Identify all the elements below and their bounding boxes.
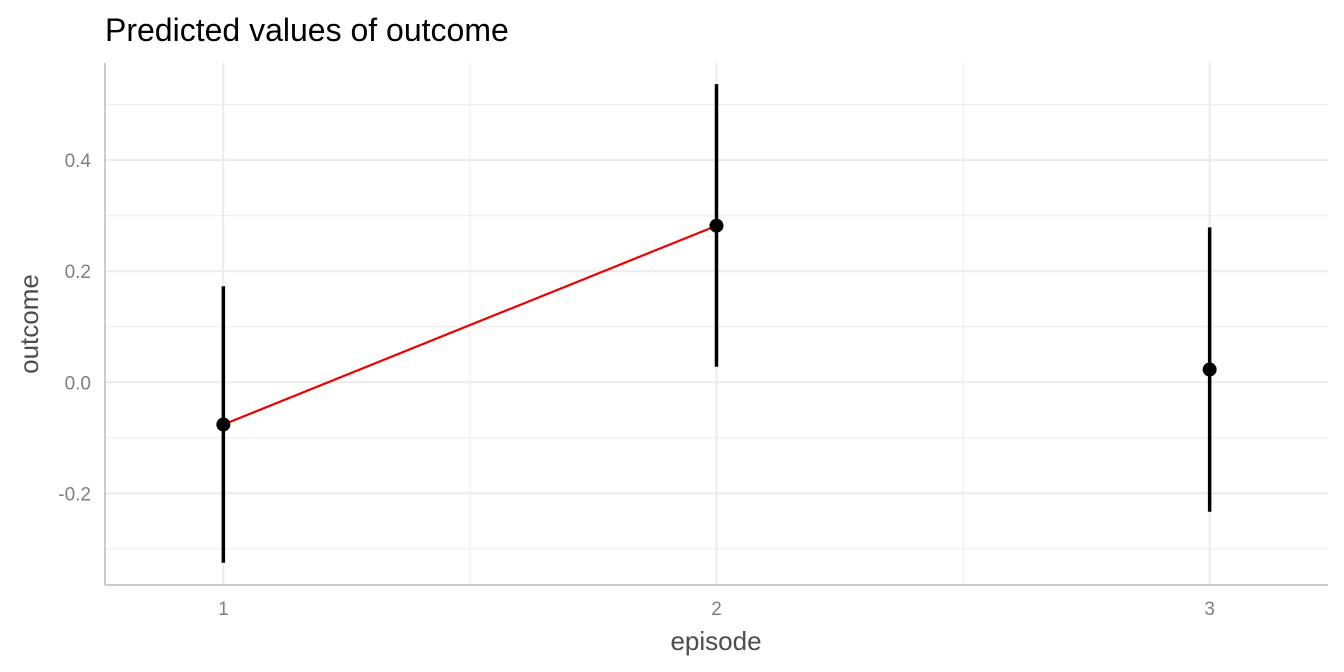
x-tick-label: 2 [711,599,722,620]
connector-layer [222,224,717,426]
y-tick-label: 0.4 [65,151,92,172]
y-tick-label: 0.2 [65,262,91,283]
x-tick-label: 3 [1204,599,1215,620]
y-tick-label: -0.2 [58,484,91,505]
x-axis-title: episode [670,626,761,656]
chart-title: Predicted values of outcome [105,12,509,48]
tick-label-layer: -0.2 0.0 0.2 0.4 1 2 3 [58,151,1215,620]
point-episode-3 [1202,362,1217,377]
y-axis-title: outcome [14,274,44,374]
x-tick-label: 1 [218,599,229,620]
y-tick-label: 0.0 [65,373,91,394]
axis-lines [104,63,1328,586]
point-episode-1 [216,417,231,432]
point-episode-2 [709,218,724,233]
point-layer [216,218,1217,432]
connector-line [222,224,717,426]
